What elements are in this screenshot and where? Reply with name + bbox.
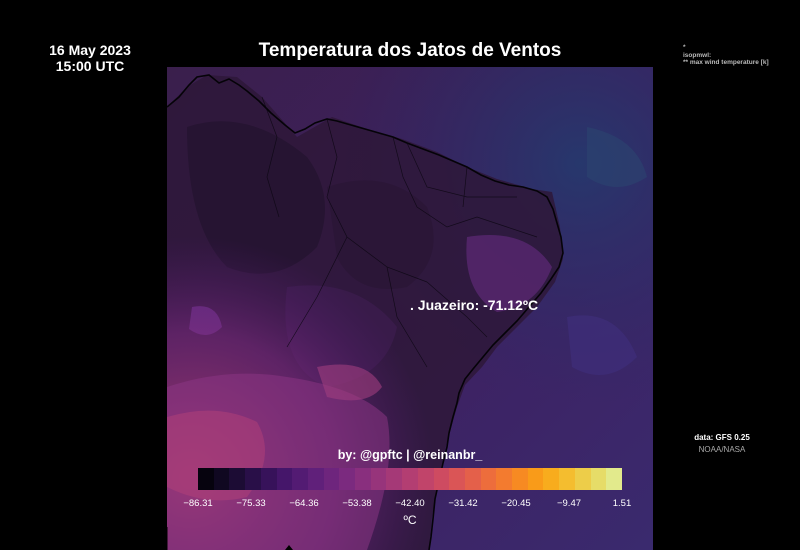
colorbar-swatch <box>480 468 497 490</box>
variable-note-line-1: * <box>683 44 686 51</box>
data-source-org: NOAA/NASA <box>698 445 746 454</box>
colorbar-swatch <box>292 468 308 490</box>
data-source: data: GFS 0.25 NOAA/NASA <box>680 432 764 456</box>
colorbar-swatch <box>590 468 607 490</box>
colorbar-swatch <box>512 468 528 490</box>
colorbar-tick-label: −42.40 <box>395 498 425 509</box>
colorbar-unit: ºC <box>403 513 417 527</box>
colorbar-swatch <box>307 468 324 490</box>
data-source-label: data: GFS 0.25 <box>694 433 750 442</box>
colorbar-swatch <box>245 468 261 490</box>
colorbar-swatch <box>386 468 403 490</box>
colorbar-tick-label: −86.31 <box>183 498 213 509</box>
colorbar-swatch <box>433 468 450 490</box>
colorbar-swatch <box>260 468 277 490</box>
state-borders <box>261 96 538 368</box>
variable-note-line-3: ** max wind temperature [k] <box>683 59 769 66</box>
colorbar-ticks: −86.31 −75.33 −64.36 −53.38 −42.40 −31.42 −20.… <box>183 498 631 512</box>
colorbar-swatch <box>417 468 434 490</box>
date-label: 16 May 2023 <box>49 42 131 58</box>
colorbar-swatch <box>198 468 214 490</box>
colorbar-swatch <box>402 468 418 490</box>
time-label: 15:00 UTC <box>55 58 125 74</box>
coastline <box>167 74 564 550</box>
colorbar-swatch <box>213 468 230 490</box>
colorbar-swatch <box>449 468 465 490</box>
colorbar-swatch <box>464 468 481 490</box>
colorbar-swatch <box>339 468 356 490</box>
colorbar-swatch <box>574 468 591 490</box>
colorbar-swatch <box>276 468 293 490</box>
colorbar-swatch <box>527 468 544 490</box>
colorbar-tick-label: 1.51 <box>612 498 632 509</box>
colorbar-tick-label: −9.47 <box>556 498 582 509</box>
author-credit: by: @gpftc | @reinanbr_ <box>337 448 483 462</box>
juazeiro-marker-label: . Juazeiro: -71.12ºC <box>410 297 539 313</box>
variable-note-line-2: isopmwl: <box>683 51 712 59</box>
colorbar-swatch <box>229 468 246 490</box>
colorbar-tick-label: −64.36 <box>289 498 319 509</box>
colorbar-tick-label: −31.42 <box>448 498 478 509</box>
colorbar-swatch <box>606 468 622 490</box>
colorbar-swatch <box>559 468 575 490</box>
colorbar-swatch <box>323 468 340 490</box>
map-title: Temperatura dos Jatos de Ventos <box>258 40 562 61</box>
colorbar-tick-label: −75.33 <box>236 498 266 509</box>
variable-note: * isopmwl: ** max wind temperature [k] <box>683 44 769 67</box>
colorbar-swatch <box>496 468 513 490</box>
colorbar-tick-label: −53.38 <box>342 498 372 509</box>
timestamp: 16 May 2023 15:00 UTC <box>40 42 140 74</box>
colorbar-swatch <box>543 468 560 490</box>
colorbar-swatch <box>370 468 387 490</box>
colorbar-swatch <box>355 468 371 490</box>
temperature-colorbar <box>198 468 622 490</box>
colorbar-tick-label: −20.45 <box>501 498 531 509</box>
